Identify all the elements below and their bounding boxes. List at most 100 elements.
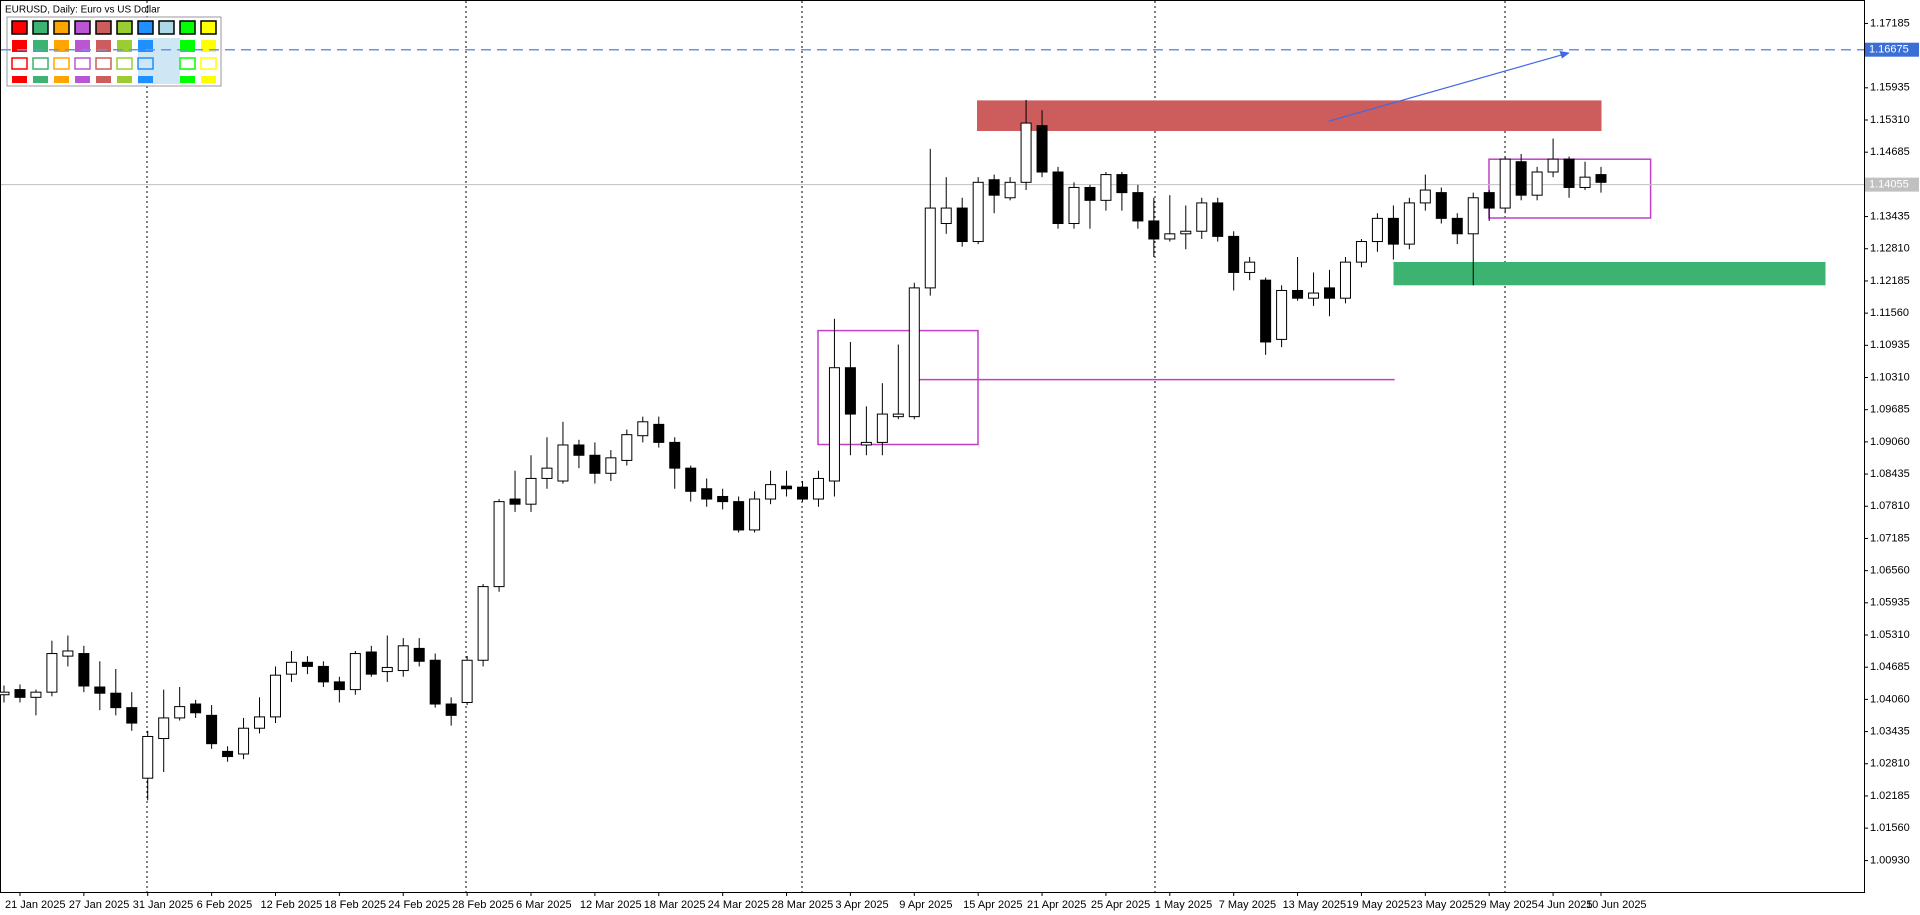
y-tick-label: 1.15310 (1870, 114, 1910, 126)
candle-body (142, 735, 154, 779)
y-tick-label: 1.05310 (1870, 629, 1910, 641)
arrow-head (1559, 51, 1570, 59)
swatch (74, 57, 91, 70)
x-tick-label: 7 May 2025 (1219, 899, 1276, 911)
swatch (75, 76, 90, 83)
swatch (12, 76, 27, 83)
candle-body (381, 666, 393, 673)
x-tick-label: 4 Jun 2025 (1538, 899, 1592, 911)
candle-body (924, 207, 936, 289)
candle-body (1164, 233, 1176, 240)
candle-body (238, 727, 250, 755)
swatch (200, 20, 217, 35)
y-tick-label: 1.14685 (1870, 146, 1910, 158)
y-tick-label: 1.10310 (1870, 371, 1910, 383)
swatch (95, 57, 112, 70)
bid-label: 1.14055 (1869, 179, 1909, 191)
candle-body (1020, 122, 1032, 183)
x-tick-label: 6 Mar 2025 (516, 899, 572, 911)
price-line-label: 1.16675 (1869, 44, 1909, 56)
candle-body (860, 441, 872, 446)
candle-body (589, 454, 601, 474)
candle-body (525, 477, 537, 505)
chart-title: EURUSD, Daily: Euro vs US Dollar (5, 5, 161, 16)
x-tick-label: 19 May 2025 (1346, 899, 1410, 911)
candle-body (1467, 197, 1479, 235)
x-tick-label: 6 Feb 2025 (197, 899, 253, 911)
candle-body (876, 413, 888, 443)
candle-body (733, 501, 745, 531)
candle-body (1324, 287, 1336, 299)
x-tick-label: 3 Apr 2025 (835, 899, 888, 911)
y-tick-label: 1.07810 (1870, 500, 1910, 512)
candle-body (94, 686, 106, 694)
x-tick-label: 31 Jan 2025 (133, 899, 194, 911)
y-tick-label: 1.10935 (1870, 339, 1910, 351)
candle-body (701, 488, 713, 500)
candle-body (765, 484, 777, 500)
x-tick-label: 12 Feb 2025 (260, 899, 322, 911)
swatch (137, 57, 154, 70)
candle-body (956, 207, 968, 243)
y-tick-label: 1.04685 (1870, 661, 1910, 673)
swatch (179, 20, 196, 35)
candle-body (1244, 261, 1256, 273)
candle-body (1132, 192, 1144, 222)
x-tick-label: 1 May 2025 (1155, 899, 1212, 911)
candle-body (509, 498, 521, 505)
candle-body (621, 434, 633, 461)
x-tick-label: 18 Mar 2025 (644, 899, 706, 911)
y-tick-label: 1.12810 (1870, 243, 1910, 255)
x-tick-label: 9 Apr 2025 (899, 899, 952, 911)
x-tick-label: 21 Jan 2025 (5, 899, 66, 911)
candle-body (429, 659, 441, 705)
candle-body (749, 498, 761, 531)
y-tick-label: 1.00930 (1870, 854, 1910, 866)
x-tick-label: 13 May 2025 (1283, 899, 1347, 911)
candle-body (812, 477, 824, 500)
y-tick-label: 1.17185 (1870, 17, 1910, 29)
candle-body (1276, 289, 1288, 340)
candle-body (892, 413, 904, 418)
swatch (180, 76, 195, 83)
candle-body (78, 653, 90, 687)
swatch (116, 20, 133, 35)
x-tick-label: 27 Jan 2025 (69, 899, 130, 911)
candle-body (0, 691, 10, 696)
candle-body (1228, 235, 1240, 273)
candle-body (653, 423, 665, 443)
candle-body (669, 441, 681, 469)
candle-body (1499, 158, 1511, 209)
swatch (137, 20, 154, 35)
candle-body (285, 661, 297, 675)
y-tick-label: 1.07185 (1870, 532, 1910, 544)
swatch (96, 76, 111, 83)
candle-body (126, 707, 138, 724)
swatch (74, 20, 91, 35)
y-tick-label: 1.02185 (1870, 790, 1910, 802)
y-tick-label: 1.08435 (1870, 468, 1910, 480)
swatch (32, 57, 49, 70)
candle-body (940, 207, 952, 225)
candle-body (1355, 241, 1367, 263)
y-tick-label: 1.01560 (1870, 822, 1910, 834)
candle-body (30, 691, 42, 698)
candle-body (781, 485, 793, 490)
candle-body (190, 703, 202, 714)
x-tick-label: 25 Apr 2025 (1091, 899, 1150, 911)
candle-body (1339, 261, 1351, 299)
candle-body (158, 717, 170, 740)
x-tick-label: 10 Jun 2025 (1586, 899, 1647, 911)
candle-body (1371, 217, 1383, 243)
support-zone (1393, 262, 1826, 286)
candle-body (1451, 217, 1463, 235)
candle-body (1547, 158, 1559, 173)
candle-body (301, 661, 313, 667)
candle-body (1004, 181, 1016, 199)
x-tick-label: 15 Apr 2025 (963, 899, 1022, 911)
swatch (138, 76, 153, 83)
swatch (32, 20, 49, 35)
swatch (11, 20, 28, 35)
